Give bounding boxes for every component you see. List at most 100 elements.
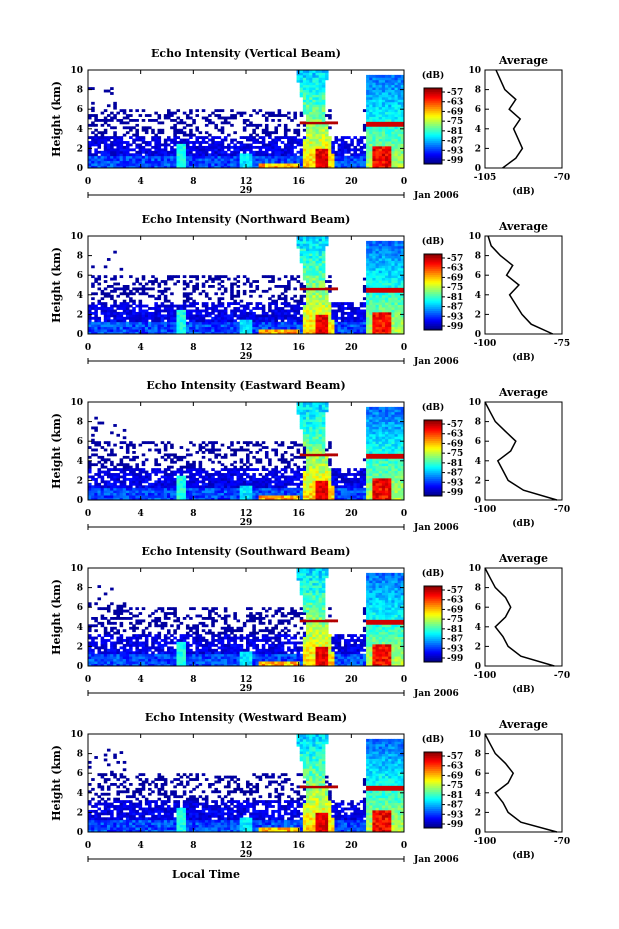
heatmap-cell <box>255 158 260 162</box>
heatmap-cell <box>236 294 241 298</box>
heatmap-cell <box>129 304 133 308</box>
heatmap-cell <box>100 289 105 293</box>
heatmap-cell <box>381 272 386 276</box>
heatmap-cell <box>227 302 231 305</box>
heatmap-cell <box>100 446 105 449</box>
heatmap-cell <box>394 240 399 244</box>
heatmap-cell <box>233 448 237 452</box>
heatmap-cell <box>163 495 168 498</box>
heatmap-cell <box>321 96 326 100</box>
colorbar-tick-label: -87 <box>447 303 463 313</box>
heatmap-cell <box>315 316 320 320</box>
heatmap-cell <box>125 492 130 496</box>
heatmap-cell <box>119 163 124 166</box>
heatmap-cell <box>391 101 395 105</box>
heatmap-cell <box>170 326 174 330</box>
heatmap-cell <box>283 285 288 288</box>
heatmap-cell <box>394 319 399 323</box>
heatmap-cell <box>242 495 247 498</box>
heatmap-cell <box>340 165 345 169</box>
heatmap-cell <box>388 282 392 286</box>
heatmap-cell <box>309 150 313 154</box>
heatmap-cell <box>261 138 266 142</box>
heatmap-cell <box>375 311 380 315</box>
heatmap-cell <box>315 94 320 98</box>
heatmap-cell <box>110 473 114 476</box>
heatmap-cell <box>151 163 155 166</box>
heatmap-cell <box>302 82 307 86</box>
heatmap-cell <box>119 267 124 271</box>
heatmap-cell <box>88 148 92 152</box>
heatmap-cell <box>236 497 241 501</box>
heatmap-cell <box>372 240 376 244</box>
heatmap-cell <box>144 331 149 335</box>
heatmap-cell <box>306 70 310 73</box>
heatmap-cell <box>176 311 181 315</box>
heatmap-cell <box>182 307 187 310</box>
heatmap-cell <box>141 487 146 491</box>
heatmap-cell <box>287 163 291 166</box>
heatmap-cell <box>201 285 206 288</box>
heatmap-cell <box>312 253 316 256</box>
heatmap-cell <box>179 495 184 498</box>
heatmap-cell <box>309 277 313 281</box>
heatmap-cell <box>331 165 335 169</box>
heatmap-cell <box>359 302 364 305</box>
heatmap-cell <box>309 311 313 315</box>
colorbar-segment <box>424 93 442 96</box>
heatmap-cell <box>189 311 193 315</box>
heatmap-cell <box>91 87 95 90</box>
heatmap-cell <box>119 275 124 279</box>
colorbar-segment <box>424 126 442 129</box>
heatmap-cell <box>138 307 143 310</box>
heatmap-cell <box>274 128 278 132</box>
heatmap-cell <box>388 321 392 325</box>
heatmap-cell <box>362 302 367 305</box>
heatmap-cell <box>201 441 206 445</box>
heatmap-cell <box>141 119 146 122</box>
heatmap-cell <box>378 292 383 296</box>
heatmap-cell <box>362 324 367 328</box>
heatmap-cell <box>129 109 133 113</box>
heatmap-cell <box>385 304 389 308</box>
heatmap-cell <box>277 309 282 313</box>
heatmap-cell <box>211 329 215 332</box>
heatmap-cell <box>397 270 402 274</box>
heatmap-cell <box>318 116 323 120</box>
heatmap-cell <box>176 143 181 147</box>
heatmap-cell <box>185 482 190 486</box>
heatmap-cell <box>100 153 105 157</box>
heatmap-cell <box>135 143 139 147</box>
heatmap-cell <box>350 165 354 169</box>
heatmap-cell <box>299 260 304 264</box>
heatmap-cell <box>129 490 133 494</box>
heatmap-cell <box>381 253 386 256</box>
heatmap-cell <box>116 287 120 291</box>
heatmap-cell <box>179 160 184 164</box>
heatmap-cell <box>195 141 199 144</box>
heatmap-cell <box>154 165 158 169</box>
heatmap-cell <box>309 289 313 293</box>
heatmap-cell <box>397 287 402 291</box>
heatmap-cell <box>249 487 253 491</box>
heatmap-cell <box>318 128 323 132</box>
heatmap-cell <box>391 74 395 78</box>
heatmap-cell <box>170 495 174 498</box>
heatmap-cell <box>400 321 405 325</box>
heatmap-cell <box>343 326 348 330</box>
y-tick-label: 8 <box>77 86 83 96</box>
heatmap-cell <box>132 497 136 501</box>
heatmap-cell <box>302 153 307 157</box>
heatmap-cell <box>397 329 402 332</box>
heatmap-cell <box>157 160 162 164</box>
heatmap-cell <box>176 158 181 162</box>
heatmap-cell <box>227 326 231 330</box>
heatmap-cell <box>154 133 158 137</box>
heatmap-cell <box>299 253 304 256</box>
heatmap-cell <box>94 492 98 496</box>
heatmap-cell <box>201 324 206 328</box>
heatmap-cell <box>394 245 399 249</box>
heatmap-cell <box>299 72 304 76</box>
heatmap-cell <box>119 138 124 142</box>
heatmap-cell <box>230 485 234 489</box>
